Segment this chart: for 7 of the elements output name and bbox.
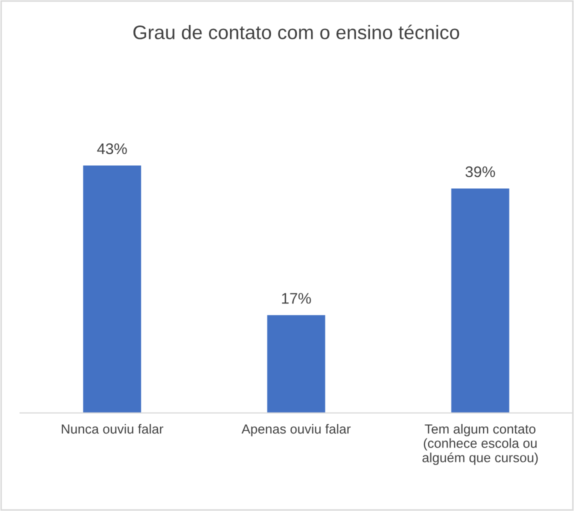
data-label: 17% [282,292,311,304]
x-tick-label: Nunca ouviu falar [62,424,164,434]
x-tick-label: Tem algum contato (conhece escola ou alguém que cursou) [422,424,538,465]
x-tick-label: Apenas ouviu falar [242,424,351,436]
chart-title: Grau de contato com o ensino técnico [133,24,460,40]
data-label: 43% [97,143,127,154]
data-label: 39% [466,166,495,178]
